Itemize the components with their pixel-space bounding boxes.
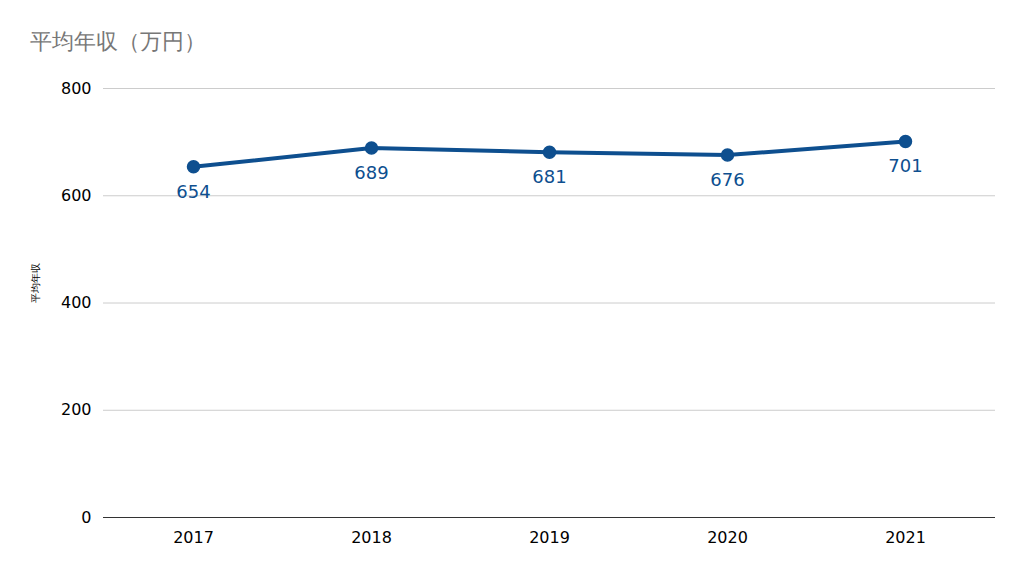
svg-text:654: 654 [176, 181, 210, 202]
svg-text:2019: 2019 [529, 528, 570, 547]
svg-text:200: 200 [61, 400, 92, 419]
svg-text:701: 701 [888, 155, 922, 176]
svg-text:2020: 2020 [707, 528, 748, 547]
svg-text:689: 689 [354, 162, 388, 183]
svg-text:2017: 2017 [173, 528, 214, 547]
svg-text:平均年収: 平均年収 [30, 263, 41, 303]
html-text:平均年収（万円）: 平均年収（万円） [30, 29, 206, 54]
svg-text:681: 681 [532, 166, 566, 187]
svg-text:676: 676 [710, 169, 744, 190]
svg-text:400: 400 [61, 293, 92, 312]
svg-text:600: 600 [61, 186, 92, 205]
svg-text:2021: 2021 [885, 528, 926, 547]
svg-text:2018: 2018 [351, 528, 392, 547]
svg-text:0: 0 [81, 508, 91, 527]
svg-text:800: 800 [61, 79, 92, 98]
